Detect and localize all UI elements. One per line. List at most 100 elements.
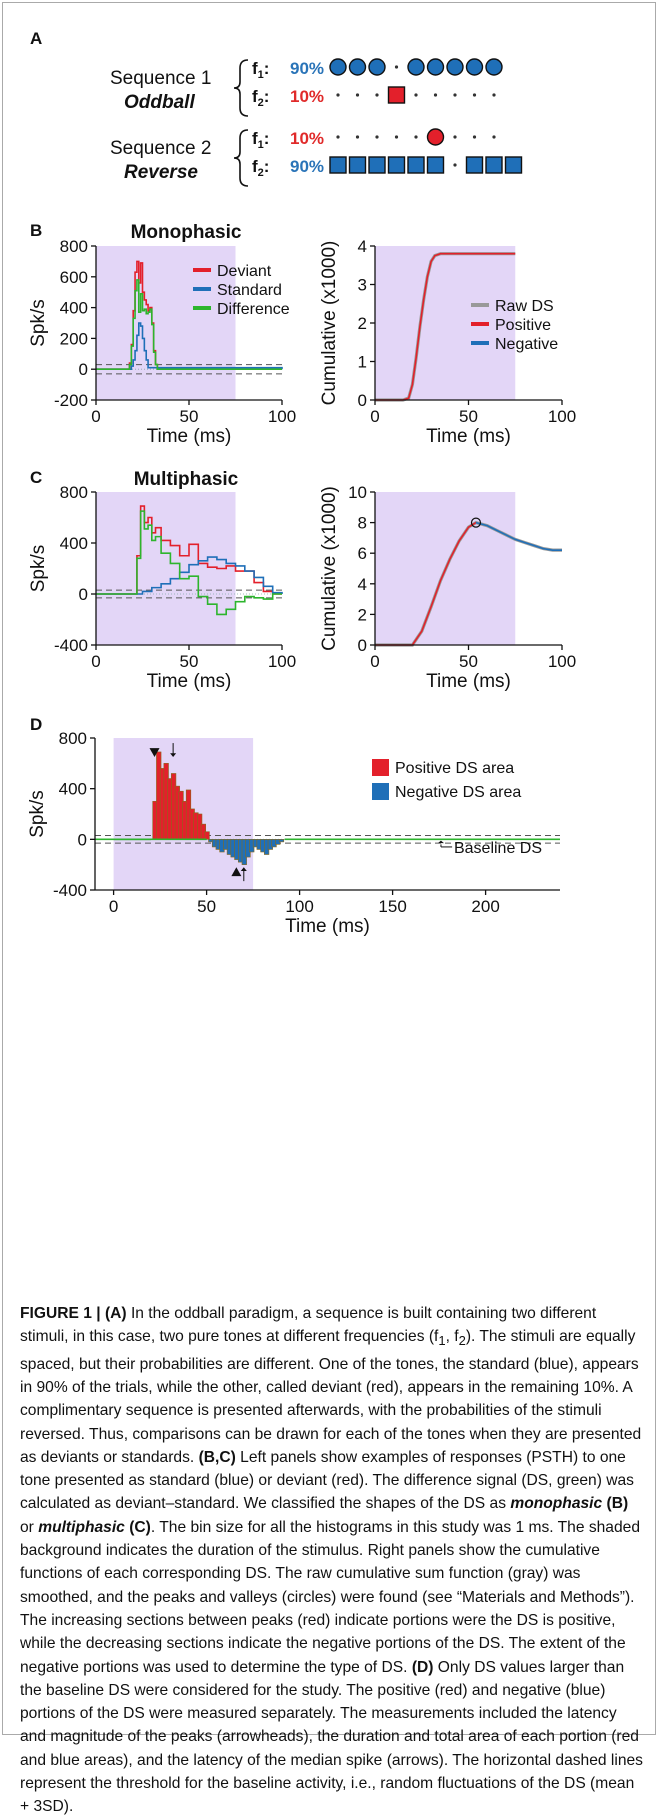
sequence-glyphs bbox=[329, 58, 523, 174]
y-tick-label: 800 bbox=[60, 237, 88, 256]
y-tick-label: 800 bbox=[60, 483, 88, 502]
y-tick-label: 10 bbox=[348, 483, 367, 502]
y-tick-label: 400 bbox=[59, 780, 87, 799]
caption-label-bc: (B,C) bbox=[198, 1448, 236, 1466]
seq-square bbox=[465, 156, 484, 174]
bar bbox=[204, 831, 210, 840]
baseline-annotation: Baseline DS bbox=[454, 840, 542, 857]
caption-label-c: (C) bbox=[129, 1518, 151, 1536]
x-tick-label: 0 bbox=[109, 897, 118, 916]
seq-dot bbox=[453, 135, 457, 139]
seq-dot bbox=[492, 135, 496, 139]
baseline-arrow-head bbox=[437, 840, 444, 844]
seq-circle bbox=[485, 58, 503, 76]
panel-c-title: Multiphasic bbox=[134, 469, 239, 490]
chart-d: Baseline DS -400 0 400 800 0 50 100 150 200 Time (… bbox=[27, 729, 560, 937]
panel-b-title: Monophasic bbox=[131, 222, 242, 243]
caption-a-text-1: In the oddball paradigm, a sequence is b… bbox=[20, 1305, 597, 1346]
x-tick-label: 150 bbox=[378, 897, 406, 916]
x-axis-label: Time (ms) bbox=[426, 671, 511, 692]
x-tick-label: 0 bbox=[91, 407, 100, 426]
caption-multiphasic: multiphasic bbox=[38, 1518, 125, 1536]
panel-c-letter: C bbox=[30, 468, 42, 487]
legend-label: Difference bbox=[217, 301, 290, 318]
caption-bc-text-1: Left panels show examples of responses (… bbox=[20, 1448, 634, 1513]
y-tick-label: 400 bbox=[60, 299, 88, 318]
seq-square bbox=[387, 156, 406, 174]
series-line bbox=[96, 322, 283, 370]
caption-monophasic: monophasic bbox=[510, 1495, 603, 1513]
y-tick-label: 200 bbox=[60, 329, 88, 348]
y-tick-label: -400 bbox=[54, 636, 88, 655]
x-tick-label: 100 bbox=[285, 897, 313, 916]
seq-dot bbox=[375, 135, 379, 139]
seq-circle bbox=[426, 58, 445, 76]
x-tick-label: 100 bbox=[268, 652, 296, 671]
seq-circle bbox=[446, 58, 464, 76]
y-axis-label: Spk/s bbox=[28, 545, 49, 593]
seq-square bbox=[485, 156, 503, 174]
legend-swatch bbox=[372, 783, 389, 800]
x-axis-label: Time (ms) bbox=[285, 916, 370, 937]
y-tick-label: 1 bbox=[358, 353, 367, 372]
seq-square bbox=[407, 156, 425, 174]
x-tick-label: 0 bbox=[370, 407, 379, 426]
caption-label-a: (A) bbox=[104, 1305, 127, 1322]
valley-arrowhead bbox=[231, 867, 242, 877]
panel-d-letter: D bbox=[30, 715, 42, 734]
stimulus-shading bbox=[96, 246, 236, 400]
figure-caption: FIGURE 1 | (A) In the oddball paradigm, … bbox=[20, 1302, 645, 1819]
seq-dot bbox=[355, 93, 360, 97]
x-tick-label: 50 bbox=[459, 652, 478, 671]
seq2-brace bbox=[233, 129, 249, 187]
seq-dot bbox=[394, 135, 399, 139]
seq-circle bbox=[407, 58, 425, 76]
y-tick-label: 4 bbox=[358, 237, 367, 256]
legend-label: Positive bbox=[495, 317, 551, 334]
y-tick-label: 0 bbox=[78, 830, 87, 849]
seq-dot bbox=[336, 93, 340, 97]
seq-dot bbox=[355, 135, 360, 139]
y-axis-label: Cumulative (x1000) bbox=[319, 241, 340, 406]
seq-dot bbox=[453, 93, 457, 97]
seq1-type: Oddball bbox=[124, 92, 195, 113]
y-tick-label: 0 bbox=[79, 585, 88, 604]
y-tick-label: 0 bbox=[358, 391, 367, 410]
seq-square bbox=[368, 156, 386, 174]
seq2-f1-prob: 10% bbox=[290, 129, 324, 148]
x-tick-label: 100 bbox=[548, 652, 576, 671]
series-line bbox=[375, 521, 477, 646]
series-line bbox=[96, 279, 282, 370]
legend-label: Positive DS area bbox=[395, 760, 514, 777]
y-tick-label: 6 bbox=[358, 544, 367, 563]
figure-graphics: A Sequence 1 Oddball Sequence 2 Reverse … bbox=[27, 29, 576, 937]
y-tick-label: 2 bbox=[358, 314, 367, 333]
seq1-brace bbox=[233, 59, 249, 117]
caption-d-text: Only DS values larger than the baseline … bbox=[20, 1658, 643, 1816]
seq1-f1-label: f1: bbox=[252, 59, 269, 81]
y-tick-label: 0 bbox=[79, 360, 88, 379]
seq-circle bbox=[426, 128, 445, 146]
x-tick-label: 50 bbox=[180, 407, 199, 426]
legend-label: Negative DS area bbox=[395, 784, 521, 801]
x-tick-label: 100 bbox=[548, 407, 576, 426]
panel-a-letter: A bbox=[30, 29, 42, 48]
peak-arrowhead bbox=[149, 748, 160, 757]
seq-dot bbox=[472, 135, 477, 139]
seq-circle bbox=[348, 58, 367, 76]
series-line bbox=[475, 521, 562, 551]
seq-dot bbox=[336, 135, 340, 139]
y-tick-label: 0 bbox=[358, 636, 367, 655]
legend-label: Deviant bbox=[217, 263, 272, 280]
x-tick-label: 100 bbox=[268, 407, 296, 426]
seq-square bbox=[426, 156, 445, 174]
y-tick-label: -400 bbox=[53, 881, 87, 900]
caption-label-d: (D) bbox=[411, 1658, 434, 1676]
stimulus-shading bbox=[375, 246, 516, 400]
caption-label-b: (B) bbox=[606, 1495, 629, 1513]
x-axis-label: Time (ms) bbox=[426, 426, 511, 447]
y-tick-label: 400 bbox=[60, 534, 88, 553]
seq-dot bbox=[472, 93, 477, 97]
